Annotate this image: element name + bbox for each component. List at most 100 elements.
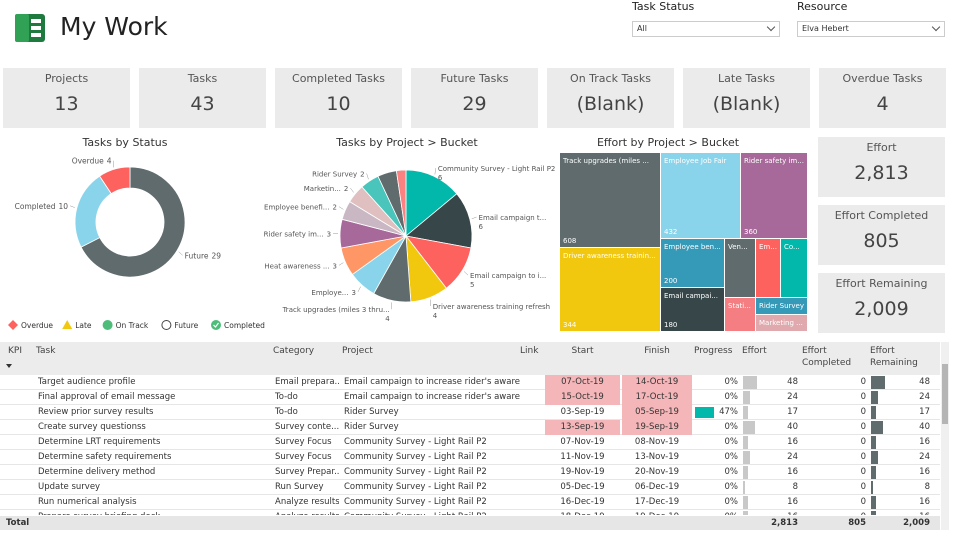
slice-name: Heat awareness ...	[264, 262, 329, 270]
sort-arrow[interactable]	[6, 364, 12, 368]
total-value: 805	[848, 518, 866, 528]
tile-label: Employee ben...	[664, 243, 721, 251]
slice-name: Email campaign t...	[479, 214, 547, 222]
table-row[interactable]: Prepare survey briefing deckAnalyze resu…	[0, 510, 940, 515]
cell: Determine delivery method	[38, 467, 156, 477]
tile-label: Email campai...	[664, 292, 718, 300]
cell: Create survey questionss	[38, 422, 146, 432]
cell: 07-Oct-19	[545, 375, 620, 390]
total-value: 2,009	[903, 518, 930, 528]
table-row[interactable]: Target audience profile Email prepara... E…	[0, 375, 940, 390]
legend-marker	[62, 320, 73, 329]
table-row[interactable]: Determine delivery method Survey Prepar..…	[0, 465, 940, 480]
data-bar	[871, 406, 876, 419]
column-header[interactable]: Start	[571, 346, 594, 356]
slice-label: Email campaign t... 6	[479, 214, 547, 231]
column-header[interactable]: Effort	[742, 346, 767, 356]
slice-label: Email campaign to i... 5	[470, 272, 546, 289]
slice-value: 3	[333, 262, 337, 270]
cell: Survey Focus	[275, 452, 332, 462]
total-label: Total	[6, 518, 30, 528]
cell: 24	[787, 452, 798, 462]
cell: Target audience profile	[38, 377, 136, 387]
filter-label: Task Status	[632, 0, 695, 13]
kpi-value: 13	[54, 93, 79, 115]
column-header[interactable]: Project	[342, 346, 373, 356]
column-header[interactable]: KPI	[8, 346, 22, 356]
cell: 19-Nov-19	[560, 467, 605, 477]
slice-value: 10	[59, 202, 69, 211]
slice-name: Overdue	[72, 157, 104, 166]
kpi-value: 10	[326, 93, 351, 115]
table-row[interactable]: Create survey questionss Survey conte... R…	[0, 420, 940, 435]
leader-line	[430, 299, 432, 307]
leader-line	[338, 206, 344, 210]
table-row[interactable]: Determine LRT requirements Survey Focus Co…	[0, 435, 940, 450]
data-bar	[743, 391, 750, 404]
tile-label: Co...	[784, 243, 800, 251]
effort-value: 2,009	[854, 298, 909, 320]
tile-label: Rider safety im...	[744, 157, 804, 165]
kpi-label: Late Tasks	[718, 72, 775, 85]
data-bar	[871, 496, 876, 509]
table-row[interactable]: Review prior survey results To-do Rider Su…	[0, 405, 940, 420]
data-bar	[743, 466, 748, 479]
cell: 19-Sep-19	[622, 420, 692, 435]
effort-value: 805	[863, 230, 900, 252]
column-header[interactable]: Effort Completed	[802, 346, 852, 368]
filter-dropdown[interactable]: All	[632, 21, 780, 37]
slice	[80, 166, 186, 278]
legend-marker	[161, 320, 172, 330]
scrollbar[interactable]	[941, 342, 949, 530]
cell: Analyze results	[273, 510, 339, 515]
cell: 17	[787, 407, 798, 417]
table-row[interactable]: Final approval of email message To-do Emai…	[0, 390, 940, 405]
dropdown-arrow	[931, 22, 941, 32]
cell: Determine safety requirements	[38, 452, 172, 462]
table-row[interactable]: Run numerical analysis Analyze results Com…	[0, 495, 940, 510]
legend-label: Future	[174, 321, 198, 330]
cell: 16	[919, 437, 930, 447]
slice	[395, 169, 407, 237]
data-bar	[743, 376, 757, 389]
chart-title: Tasks by Status	[81, 136, 167, 149]
cell: Prepare survey briefing deck	[36, 510, 270, 515]
kpi-label: Projects	[44, 72, 89, 85]
cell: Determine LRT requirements	[38, 437, 161, 447]
column-header[interactable]: Task	[36, 346, 56, 356]
kpi-label: Overdue Tasks	[842, 72, 923, 85]
cell: 24	[919, 452, 930, 462]
filter-dropdown[interactable]: Elva Hebert	[797, 21, 945, 37]
tile-label: Employee Job Fair	[664, 157, 727, 165]
cell: 16	[919, 467, 930, 477]
table-row[interactable]: Determine safety requirements Survey Focu…	[0, 450, 940, 465]
chart-title: Effort by Project > Bucket	[597, 136, 740, 149]
slice-name: Completed	[15, 202, 56, 211]
page-title: My Work	[60, 12, 168, 41]
cell: 11-Nov-19	[560, 452, 605, 462]
tile-label: Ven...	[728, 243, 748, 251]
column-header[interactable]: Effort Remaining	[870, 346, 918, 368]
leader-line	[434, 168, 437, 175]
column-header[interactable]: Progress	[694, 346, 733, 356]
cell: 0%	[694, 510, 740, 515]
slice-value: 4	[107, 157, 112, 166]
tile-value: 608	[563, 237, 576, 245]
tile-label: Driver awareness trainin...	[563, 252, 656, 260]
kpi-label: On Track Tasks	[570, 72, 651, 85]
leader-line	[338, 262, 344, 266]
table-row[interactable]: Update survey Run Survey Community Survey …	[0, 480, 940, 495]
slice-label: Overdue 4	[72, 157, 112, 166]
kpi-value: 29	[462, 93, 487, 115]
scroll-thumb[interactable]	[942, 364, 948, 424]
data-bar	[871, 466, 876, 479]
cell: Rider Survey	[344, 407, 399, 417]
cell: 24	[787, 392, 798, 402]
column-header[interactable]: Finish	[644, 346, 670, 356]
column-header[interactable]: Link	[520, 346, 539, 356]
column-header[interactable]: Category	[273, 346, 315, 356]
slice-value: 3	[327, 230, 331, 238]
leader-line	[69, 205, 75, 208]
slice-name: Rider Survey	[312, 170, 357, 178]
